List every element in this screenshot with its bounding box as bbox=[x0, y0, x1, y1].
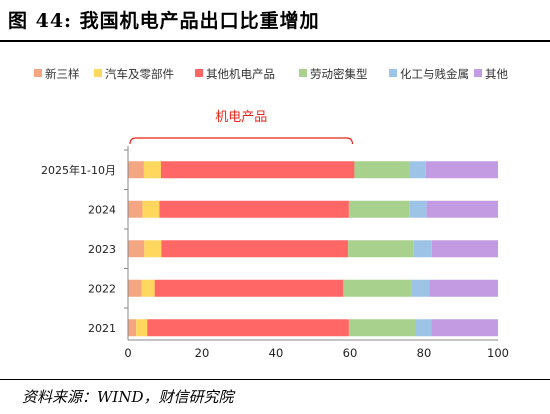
bar-segment-4-3 bbox=[348, 319, 416, 337]
bar-segment-2-1 bbox=[144, 240, 162, 258]
bar-segment-0-5 bbox=[425, 161, 498, 179]
bar-segment-1-4 bbox=[409, 200, 427, 218]
source-note: 资料来源：WIND，财信研究院 bbox=[22, 388, 234, 406]
category-label-0: 2025年1-10月 bbox=[41, 163, 116, 177]
bar-segment-0-4 bbox=[409, 161, 426, 179]
bar-segment-2-0 bbox=[128, 240, 145, 258]
category-label-1: 2024 bbox=[88, 203, 116, 216]
bar-segment-3-1 bbox=[141, 279, 155, 297]
bar-segment-2-5 bbox=[431, 240, 498, 258]
legend-swatch-3 bbox=[299, 69, 307, 77]
bar-segment-0-3 bbox=[354, 161, 410, 179]
category-label-4: 2021 bbox=[88, 322, 116, 335]
legend-swatch-2 bbox=[195, 69, 203, 77]
bar-segment-4-2 bbox=[147, 319, 349, 337]
x-tick-label-4: 80 bbox=[417, 346, 432, 360]
bar-segment-1-1 bbox=[142, 200, 160, 218]
source-rule bbox=[0, 379, 550, 380]
legend-swatch-1 bbox=[94, 69, 102, 77]
figure-title: 图 44: 我国机电产品出口比重增加 bbox=[8, 10, 320, 32]
x-tick-label-0: 0 bbox=[124, 346, 131, 360]
legend-label-3: 劳动密集型 bbox=[310, 67, 368, 81]
bar-segment-3-2 bbox=[154, 279, 344, 297]
legend-swatch-0 bbox=[34, 69, 42, 77]
bar-segment-0-0 bbox=[128, 161, 144, 179]
bar-segment-4-5 bbox=[431, 319, 498, 337]
bar-segment-1-2 bbox=[159, 200, 349, 218]
bar-segment-1-0 bbox=[128, 200, 143, 218]
category-label-3: 2022 bbox=[88, 282, 116, 295]
bar-segment-1-3 bbox=[348, 200, 410, 218]
annotation-label: 机电产品 bbox=[215, 110, 267, 125]
bar-segment-4-4 bbox=[415, 319, 432, 337]
bar-segment-2-4 bbox=[413, 240, 432, 258]
bar-segment-3-5 bbox=[429, 279, 498, 297]
legend-swatch-4 bbox=[389, 69, 397, 77]
stacked-bar-chart: 新三样 汽车及零部件 其他机电产品 劳动密集型 化工与贱金属 其他 机电产品 2025年1… bbox=[34, 67, 509, 360]
bar-segment-4-0 bbox=[128, 319, 137, 337]
bar-segment-0-1 bbox=[143, 161, 161, 179]
x-tick-label-1: 20 bbox=[195, 346, 210, 360]
bar-segment-2-3 bbox=[348, 240, 414, 258]
legend-label-0: 新三样 bbox=[45, 67, 80, 81]
title-rule bbox=[0, 40, 550, 42]
bars: 2025年1-10月 2024 2023 2022 2021 bbox=[41, 161, 498, 337]
annotation-bracket bbox=[129, 137, 354, 145]
x-tick-label-3: 60 bbox=[343, 346, 358, 360]
axes: 0 20 40 60 80 100 bbox=[124, 146, 509, 360]
bar-segment-4-1 bbox=[136, 319, 148, 337]
bar-segment-2-2 bbox=[161, 240, 349, 258]
bar-segment-1-5 bbox=[426, 200, 498, 218]
bar-segment-0-2 bbox=[160, 161, 355, 179]
legend-swatch-5 bbox=[474, 69, 482, 77]
bar-segment-3-4 bbox=[411, 279, 430, 297]
x-tick-label-2: 40 bbox=[269, 346, 284, 360]
legend-label-5: 其他 bbox=[485, 67, 508, 81]
legend-label-2: 其他机电产品 bbox=[206, 67, 275, 81]
legend: 新三样 汽车及零部件 其他机电产品 劳动密集型 化工与贱金属 其他 bbox=[34, 67, 508, 81]
bar-segment-3-3 bbox=[343, 279, 412, 297]
legend-label-4: 化工与贱金属 bbox=[400, 67, 469, 81]
legend-label-1: 汽车及零部件 bbox=[105, 67, 174, 81]
annotation: 机电产品 bbox=[129, 110, 354, 145]
category-label-2: 2023 bbox=[88, 243, 116, 256]
x-tick-label-5: 100 bbox=[487, 346, 509, 360]
bar-segment-3-0 bbox=[128, 279, 142, 297]
